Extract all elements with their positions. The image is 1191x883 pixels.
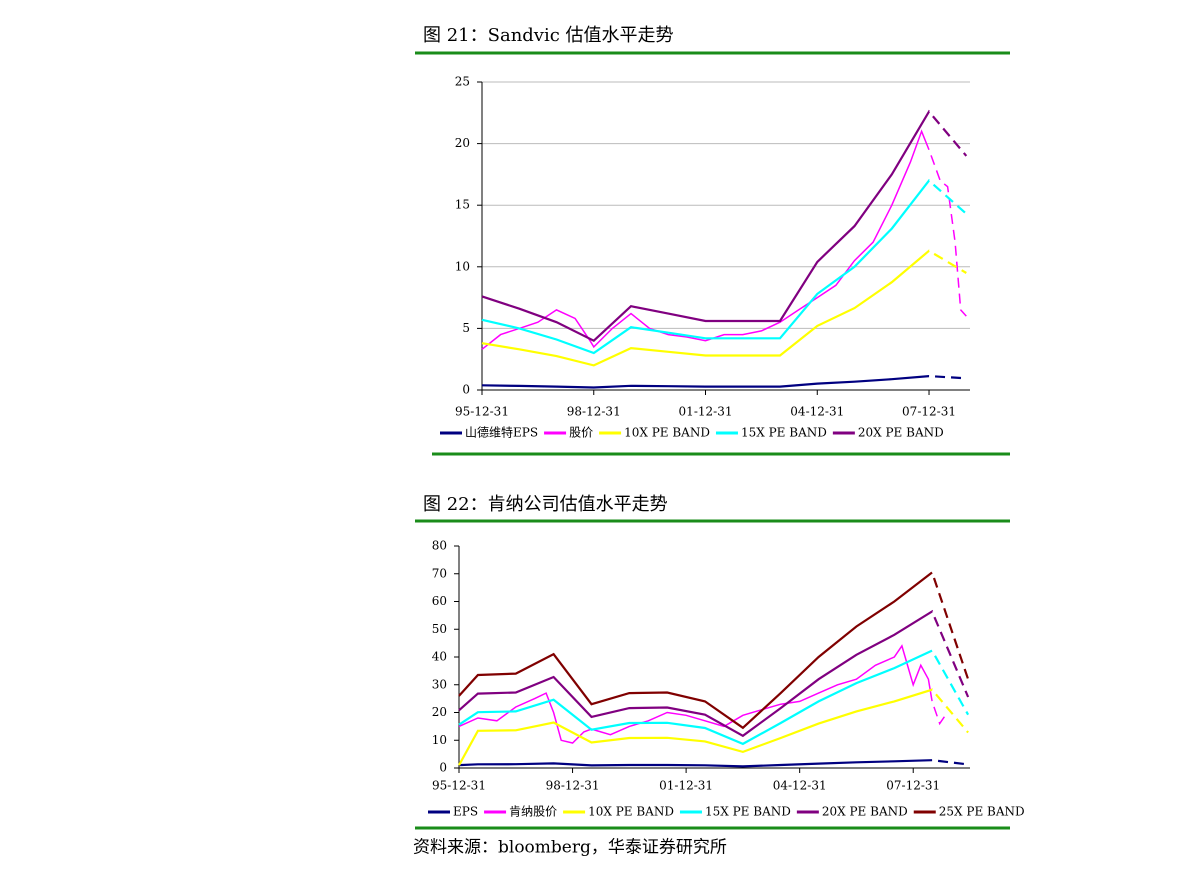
- y-tick-label: 30: [432, 677, 447, 691]
- legend-label: 股价: [569, 426, 593, 440]
- y-tick-label: 40: [432, 650, 447, 664]
- x-tick-label: 98-12-31: [546, 779, 600, 793]
- series-line: [481, 129, 967, 350]
- legend-label: 10X PE BAND: [624, 426, 710, 440]
- series-line: [481, 109, 968, 343]
- chart-title: 图 21：Sandvic 估值水平走势: [423, 25, 674, 46]
- legend-label: 15X PE BAND: [705, 805, 791, 819]
- y-tick-label: 60: [432, 594, 447, 608]
- series-line: [458, 644, 948, 744]
- legend-label: 25X PE BAND: [939, 805, 1025, 819]
- y-tick-label: 70: [432, 566, 447, 580]
- x-tick-label: 95-12-31: [455, 405, 509, 419]
- x-tick-label: 07-12-31: [902, 405, 956, 419]
- y-tick-label: 10: [455, 259, 470, 273]
- legend-label: 20X PE BAND: [858, 426, 944, 440]
- legend-label: 15X PE BAND: [741, 426, 827, 440]
- y-tick-label: 5: [462, 321, 470, 335]
- x-tick-label: 07-12-31: [886, 779, 940, 793]
- series-line: [458, 688, 969, 766]
- source-note: 资料来源：bloomberg，华泰证券研究所: [413, 838, 727, 858]
- y-tick-label: 10: [432, 733, 447, 747]
- y-tick-label: 20: [432, 705, 447, 719]
- legend-label: 山德维特EPS: [465, 425, 538, 440]
- x-tick-label: 95-12-31: [432, 779, 486, 793]
- series-line: [458, 649, 970, 746]
- y-tick-label: 50: [432, 622, 447, 636]
- series-line: [481, 178, 968, 355]
- series-line: [481, 374, 967, 389]
- y-tick-label: 20: [455, 136, 470, 150]
- legend-label: 20X PE BAND: [822, 805, 908, 819]
- legend-label: 10X PE BAND: [588, 805, 674, 819]
- legend-label: 肯纳股价: [509, 805, 557, 819]
- x-tick-label: 01-12-31: [679, 405, 733, 419]
- x-tick-label: 98-12-31: [567, 405, 621, 419]
- y-tick-label: 80: [432, 539, 447, 553]
- x-tick-label: 04-12-31: [773, 779, 827, 793]
- series-line: [481, 249, 967, 367]
- chart-title: 图 22：肯纳公司估值水平走势: [423, 494, 668, 515]
- y-tick-label: 25: [455, 75, 470, 89]
- legend-label: EPS: [453, 805, 478, 819]
- series-line: [458, 609, 970, 738]
- series-line: [458, 759, 969, 768]
- x-tick-label: 01-12-31: [659, 779, 713, 793]
- y-tick-label: 15: [455, 198, 470, 212]
- y-tick-label: 0: [439, 761, 447, 775]
- series-line: [458, 570, 970, 730]
- x-tick-label: 04-12-31: [790, 405, 844, 419]
- y-tick-label: 0: [462, 383, 470, 397]
